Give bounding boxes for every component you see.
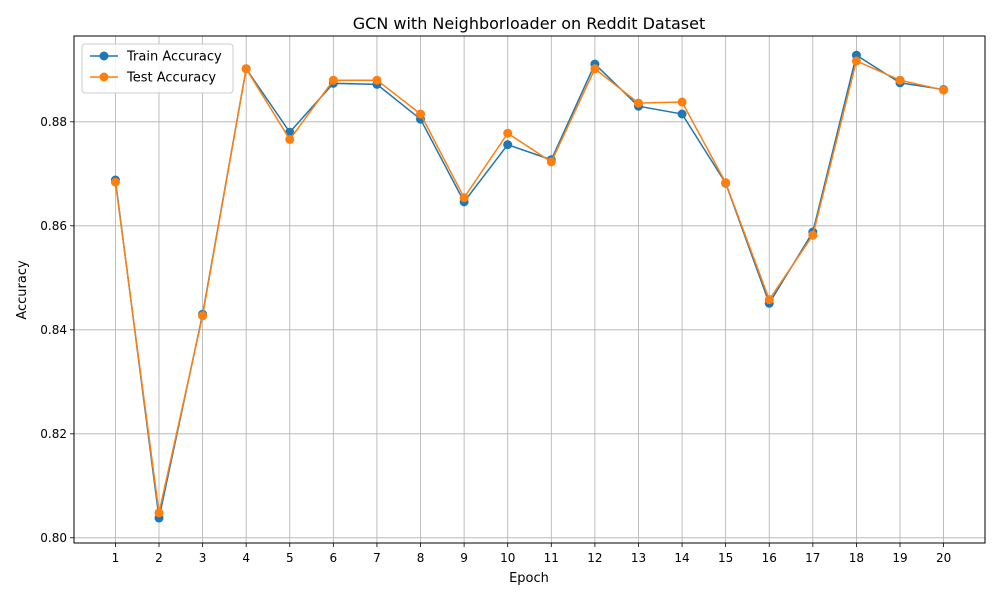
x-axis-ticks: 1 2 3 4 5 6 7 8 9 10 11 12 13 14 15 16 17 18 19 20 <box>112 543 951 565</box>
x-tick-label: 12 <box>587 551 602 565</box>
data-point <box>590 64 600 74</box>
x-tick-label: 10 <box>500 551 515 565</box>
series-test-accuracy <box>110 56 949 518</box>
data-point <box>416 109 426 119</box>
data-point <box>503 128 513 138</box>
data-point <box>939 85 949 95</box>
x-tick-label: 2 <box>155 551 163 565</box>
data-point <box>851 56 861 66</box>
legend-label: Test Accuracy <box>126 71 216 86</box>
x-tick-label: 7 <box>373 551 381 565</box>
chart-title: GCN with Neighborloader on Reddit Datase… <box>353 14 705 33</box>
x-tick-label: 4 <box>242 551 250 565</box>
data-point <box>241 64 251 74</box>
data-point <box>328 75 338 85</box>
data-point <box>546 157 556 167</box>
data-point <box>154 508 164 518</box>
data-point <box>110 177 120 187</box>
plot-area <box>73 35 986 544</box>
y-tick-label: 0.84 <box>40 323 67 337</box>
x-tick-label: 18 <box>849 551 864 565</box>
x-tick-label: 19 <box>892 551 907 565</box>
x-tick-label: 3 <box>199 551 207 565</box>
data-point <box>285 134 295 144</box>
x-tick-label: 17 <box>805 551 820 565</box>
grid-lines <box>74 36 985 543</box>
series-line <box>114 59 944 514</box>
data-point <box>677 109 687 119</box>
x-tick-label: 9 <box>460 551 468 565</box>
legend: Train Accuracy Test Accuracy <box>81 43 234 94</box>
legend-swatch-marker <box>99 72 109 82</box>
data-point <box>764 295 774 305</box>
data-point <box>459 193 469 203</box>
legend-swatch-marker <box>99 51 109 61</box>
data-point <box>503 140 513 150</box>
y-tick-label: 0.82 <box>40 427 67 441</box>
y-tick-label: 0.88 <box>40 115 67 129</box>
data-point <box>895 75 905 85</box>
legend-item: Train Accuracy <box>90 50 222 65</box>
y-axis-label: Accuracy <box>15 260 30 320</box>
x-tick-label: 11 <box>544 551 559 565</box>
legend-item: Test Accuracy <box>90 71 216 86</box>
data-point <box>677 97 687 107</box>
x-tick-label: 20 <box>936 551 951 565</box>
x-tick-label: 13 <box>631 551 646 565</box>
data-point <box>633 98 643 108</box>
x-tick-label: 16 <box>762 551 777 565</box>
data-point <box>721 178 731 188</box>
series-layer <box>110 50 949 523</box>
x-tick-label: 15 <box>718 551 733 565</box>
x-tick-label: 5 <box>286 551 294 565</box>
legend-box <box>81 43 234 94</box>
y-tick-label: 0.80 <box>40 531 67 545</box>
x-tick-label: 8 <box>417 551 425 565</box>
data-point <box>198 311 208 321</box>
data-point <box>808 230 818 240</box>
series-line <box>114 54 944 519</box>
legend-label: Train Accuracy <box>126 50 222 65</box>
x-tick-label: 6 <box>330 551 338 565</box>
x-axis-label: Epoch <box>509 571 549 586</box>
x-tick-label: 1 <box>112 551 120 565</box>
y-axis-ticks: 0.80 0.82 0.84 0.86 0.88 <box>40 115 74 545</box>
x-tick-label: 14 <box>674 551 689 565</box>
y-tick-label: 0.86 <box>40 219 67 233</box>
data-point <box>372 75 382 85</box>
